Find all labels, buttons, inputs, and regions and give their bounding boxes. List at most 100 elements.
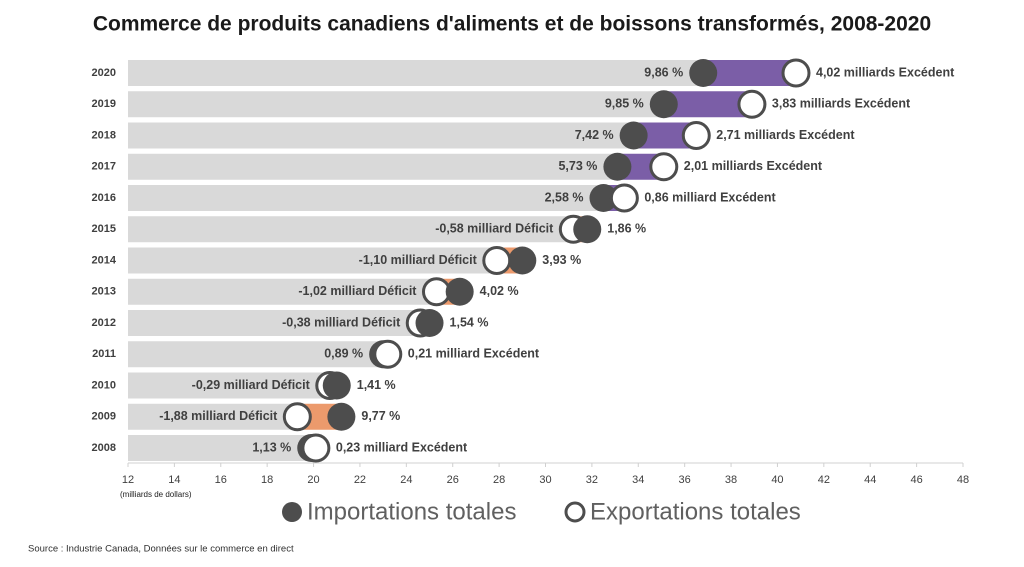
background-bar	[128, 153, 618, 180]
background-bar	[128, 185, 604, 211]
x-tick-label: 24	[400, 474, 412, 486]
import-dot	[689, 59, 718, 87]
balance-label: -0,58 milliard Déficit	[435, 222, 554, 236]
import-dot	[327, 402, 356, 431]
legend-marker	[282, 502, 302, 522]
x-tick-label: 26	[447, 474, 459, 486]
balance-label: 0,21 milliard Excédent	[408, 347, 540, 361]
background-bar	[128, 216, 574, 243]
x-tick-label: 14	[168, 474, 180, 486]
source: Source : Industrie Canada, Données sur l…	[28, 544, 294, 555]
balance-label: 2,01 milliards Excédent	[684, 159, 823, 173]
change-label: 3,93 %	[542, 253, 581, 267]
export-dot	[649, 152, 679, 182]
legend-marker	[564, 501, 586, 523]
export-dot	[737, 89, 767, 119]
x-tick-label: 12	[122, 474, 134, 486]
balance-label: 2,71 milliards Excédent	[716, 128, 855, 142]
balance-label: 4,02 milliards Excédent	[816, 65, 955, 79]
background-bar	[128, 60, 704, 86]
import-dot	[603, 152, 632, 181]
category-label: 2012	[92, 317, 116, 329]
balance-bar	[663, 91, 752, 118]
import-dot	[589, 184, 618, 212]
x-tick-label: 34	[632, 474, 644, 486]
background-bar	[128, 403, 298, 430]
import-dot	[573, 215, 602, 244]
change-label: 4,02 %	[480, 284, 519, 298]
x-tick-label: 28	[493, 474, 505, 486]
change-label: 2,58 %	[545, 190, 584, 204]
balance-label: 0,23 milliard Excédent	[336, 440, 468, 454]
category-label: 2020	[92, 67, 116, 79]
background-bar	[128, 310, 421, 336]
balance-label: -0,38 milliard Déficit	[282, 315, 401, 329]
category-label: 2008	[92, 442, 116, 454]
balance-bar	[703, 60, 796, 86]
x-tick-label: 48	[957, 474, 969, 486]
x-tick-label: 20	[307, 474, 319, 486]
x-tick-label: 42	[818, 474, 830, 486]
x-tick-label: 44	[864, 474, 876, 486]
change-label: 0,89 %	[324, 347, 363, 361]
export-dot	[421, 277, 451, 307]
import-dot	[322, 371, 351, 400]
background-bar	[128, 278, 437, 305]
x-tick-label: 46	[910, 474, 922, 486]
x-tick-label: 30	[539, 474, 551, 486]
background-bar	[128, 122, 634, 149]
background-bar	[128, 247, 497, 274]
x-tick-label: 36	[679, 474, 691, 486]
legend-label: Importations totales	[307, 498, 516, 525]
background-bar	[128, 372, 330, 399]
category-label: 2011	[92, 348, 116, 360]
x-tick-label: 16	[215, 474, 227, 486]
balance-label: -1,10 milliard Déficit	[359, 253, 478, 267]
import-dot	[619, 121, 648, 150]
change-label: 9,85 %	[605, 97, 644, 111]
background-bar	[128, 91, 664, 118]
export-dot	[301, 433, 331, 463]
export-dot	[681, 121, 711, 150]
export-dot	[282, 402, 312, 432]
change-label: 1,13 %	[252, 440, 291, 454]
category-label: 2010	[92, 379, 116, 391]
change-label: 9,77 %	[361, 409, 400, 423]
category-label: 2013	[92, 286, 116, 298]
category-label: 2019	[92, 98, 116, 110]
balance-label: -1,02 milliard Déficit	[298, 284, 417, 298]
balance-label: -1,88 milliard Déficit	[159, 409, 278, 423]
change-label: 1,41 %	[357, 378, 396, 392]
change-label: 5,73 %	[558, 159, 597, 173]
background-bar	[128, 435, 312, 461]
import-dot	[649, 90, 678, 119]
category-label: 2016	[92, 192, 116, 204]
x-tick-label: 32	[586, 474, 598, 486]
legend-label: Exportations totales	[590, 498, 801, 525]
x-tick-label: 22	[354, 474, 366, 486]
x-tick-label: 18	[261, 474, 273, 486]
export-dot	[482, 246, 512, 275]
chart-title: Commerce de produits canadiens d'aliment…	[93, 13, 931, 36]
balance-label: 3,83 milliards Excédent	[772, 97, 911, 111]
category-label: 2009	[92, 411, 116, 423]
export-dot	[609, 183, 639, 213]
x-axis-label: (milliards de dollars)	[120, 490, 192, 499]
category-label: 2018	[92, 129, 116, 141]
import-dot	[415, 309, 444, 337]
balance-label: -0,29 milliard Déficit	[192, 378, 311, 392]
change-label: 1,86 %	[607, 222, 646, 236]
export-dot	[781, 58, 811, 88]
category-label: 2015	[92, 223, 116, 235]
change-label: 1,54 %	[450, 315, 489, 329]
x-tick-label: 40	[771, 474, 783, 486]
import-dot	[508, 246, 537, 275]
category-label: 2017	[92, 161, 116, 173]
export-dot	[373, 339, 403, 369]
import-dot	[445, 277, 474, 306]
balance-label: 0,86 milliard Excédent	[644, 190, 776, 204]
change-label: 7,42 %	[575, 128, 614, 142]
background-bar	[128, 341, 384, 368]
category-label: 2014	[92, 254, 117, 266]
